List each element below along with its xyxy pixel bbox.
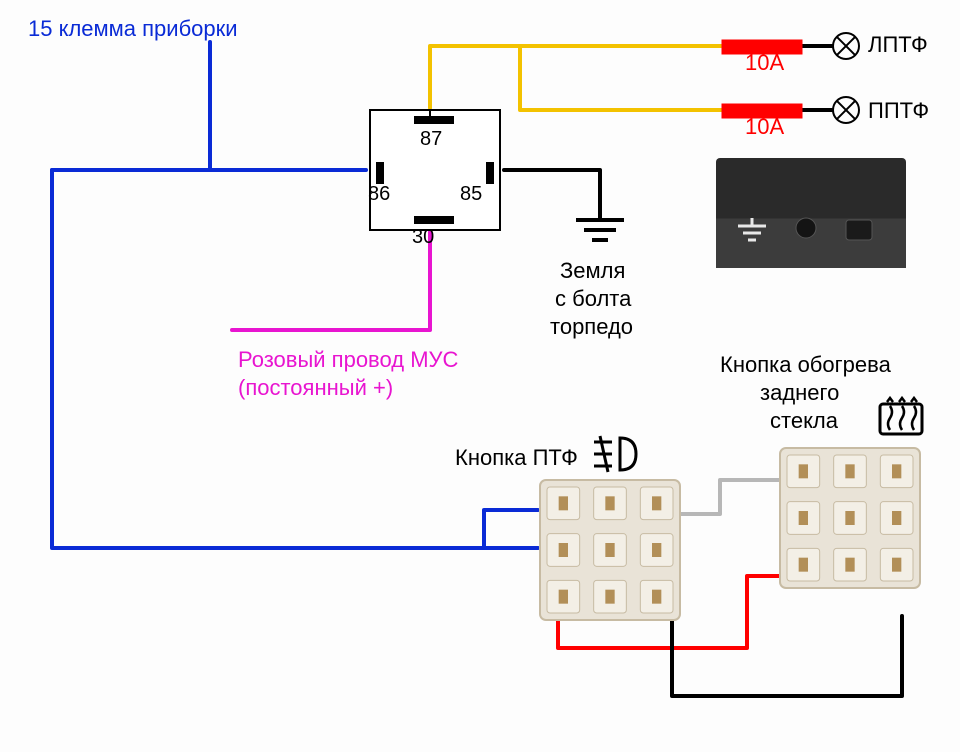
relay-pin-86: 86: [368, 183, 390, 205]
label-lptf: ЛПТФ: [868, 32, 928, 57]
bolt-photo: [716, 158, 906, 268]
label-btn_ptf: Кнопка ПТФ: [455, 445, 578, 470]
label-ground1: Земля: [560, 258, 625, 283]
label-mus_line1: Розовый провод МУС: [238, 347, 458, 372]
connector-heat: [780, 448, 920, 588]
relay-pin-87: 87: [420, 128, 442, 150]
label-ground3: торпедо: [550, 314, 633, 339]
relay-pin-85: 85: [460, 183, 482, 205]
label-btn_heat2: заднего: [760, 380, 839, 405]
label-mus_line2: (постоянный +): [238, 375, 393, 400]
label-fuse_top: 10A: [745, 50, 784, 75]
label-priborka: 15 клемма приборки: [28, 16, 238, 41]
connector-ptf: [540, 480, 680, 620]
label-btn_heat1: Кнопка обогрева: [720, 352, 892, 377]
label-fuse_bot: 10A: [745, 114, 784, 139]
label-ground2: с болта: [555, 286, 632, 311]
label-btn_heat3: стекла: [770, 408, 839, 433]
label-pptf: ППТФ: [868, 98, 929, 123]
relay-pin-30: 30: [412, 226, 434, 248]
wiring-diagram: 30 85 86 87 15 клемма приборки Розовый провод…: [0, 0, 960, 752]
